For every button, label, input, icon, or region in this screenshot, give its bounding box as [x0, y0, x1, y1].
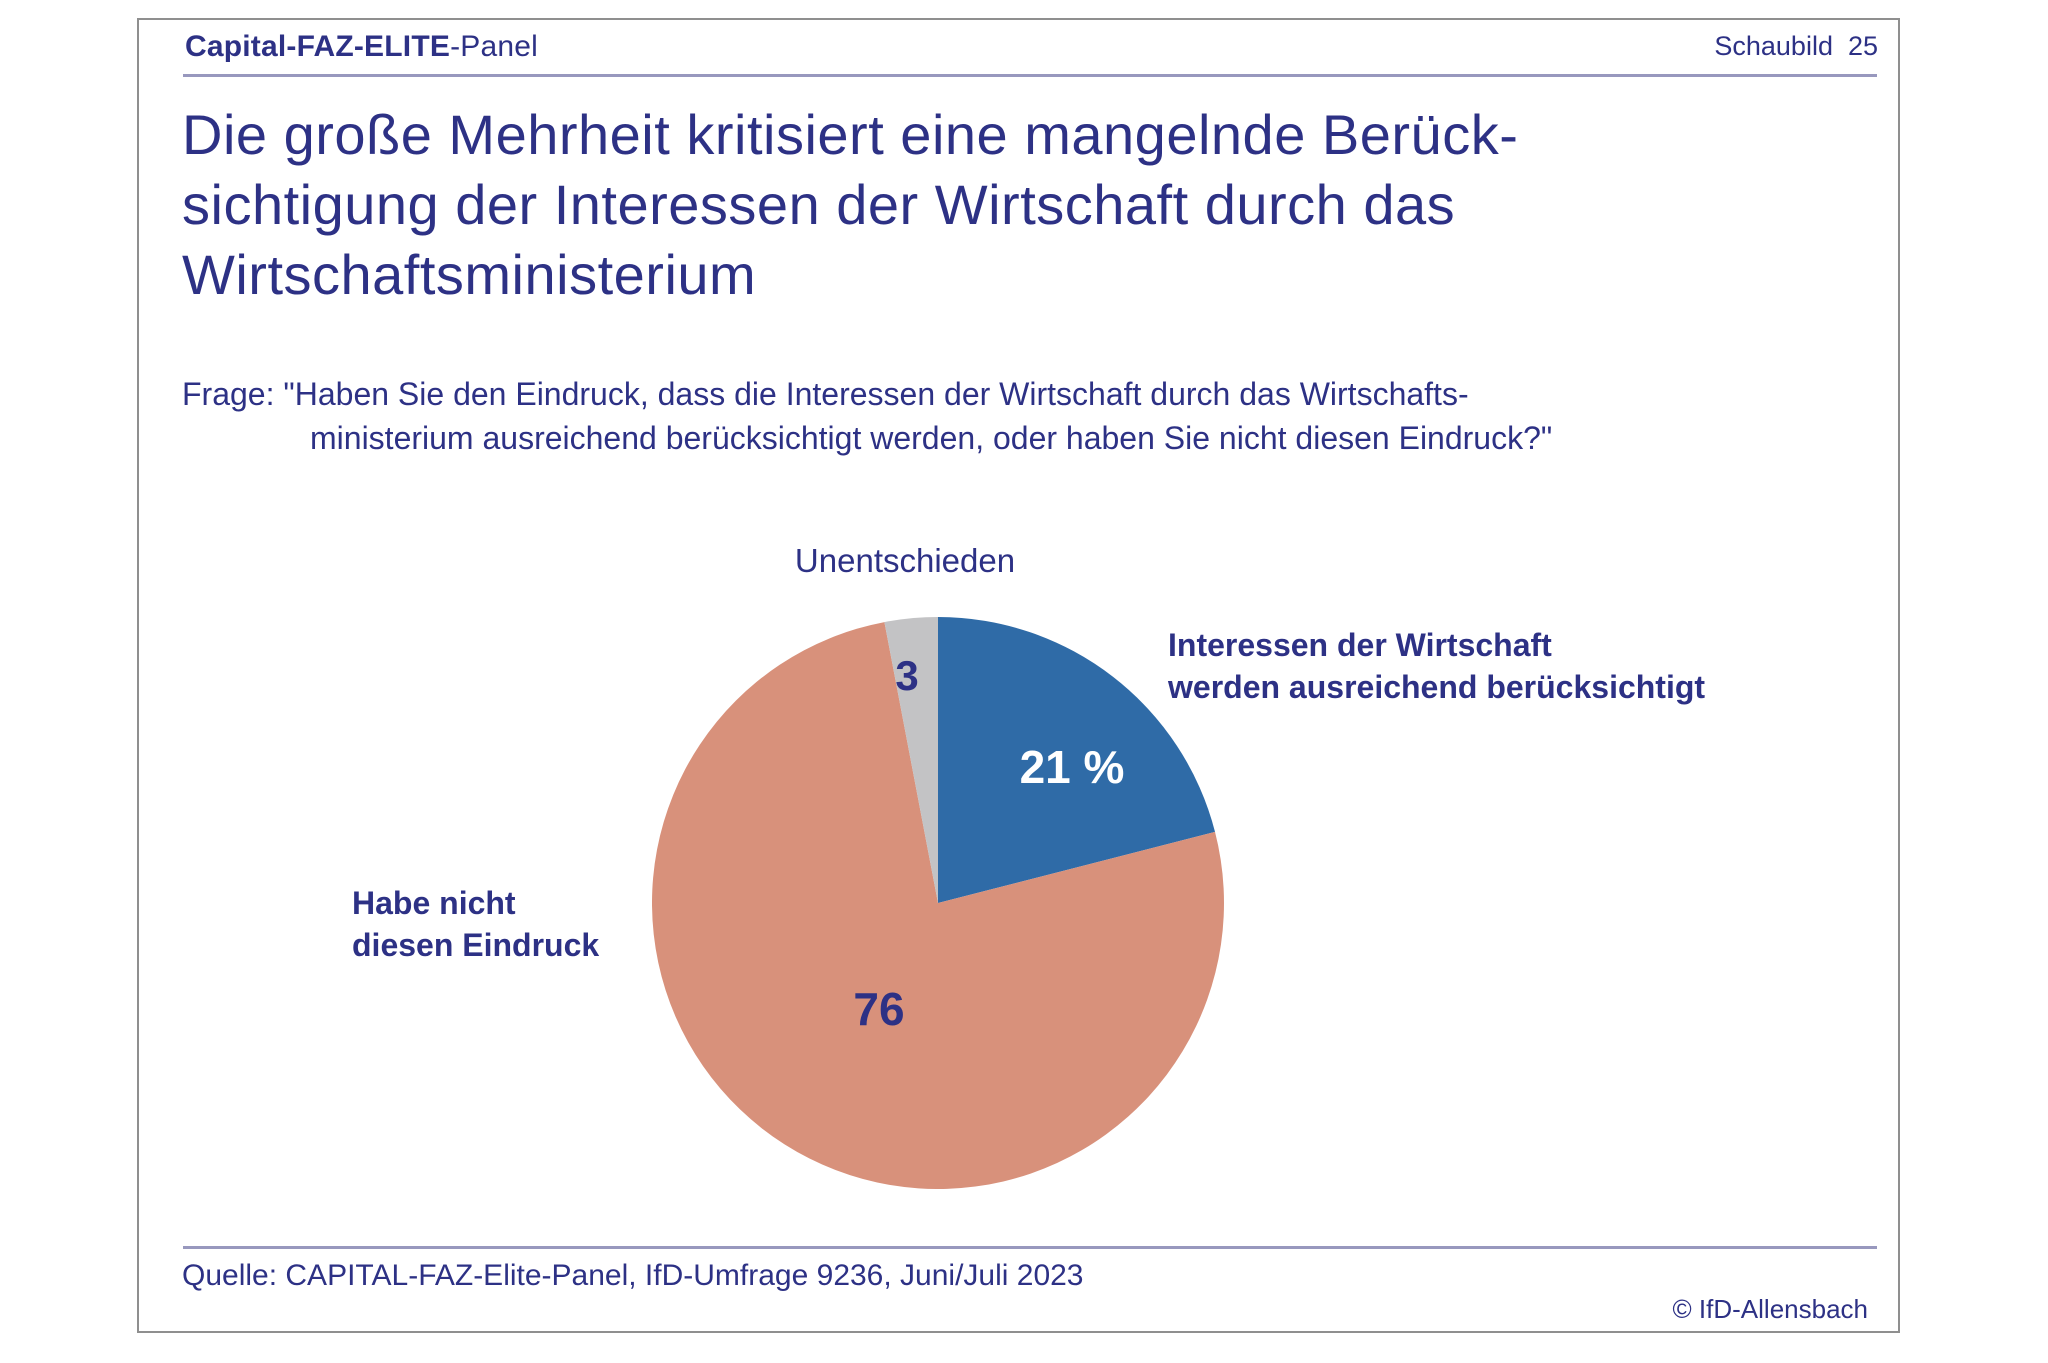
pie-slice-unentschieden	[884, 617, 938, 903]
question-text: Frage: "Haben Sie den Eindruck, dass die…	[182, 372, 1882, 460]
copyright-note: © IfD-Allensbach	[1672, 1294, 1868, 1324]
panel-brand: Capital-FAZ-ELITE-Panel	[185, 30, 538, 64]
source-note: Quelle: CAPITAL-FAZ-Elite-Panel, IfD-Umf…	[182, 1259, 1084, 1292]
panel-brand-regular: -Panel	[450, 30, 538, 63]
panel-brand-bold: Capital-FAZ-ELITE	[185, 30, 451, 63]
pie-value-ausreichend: 21 %	[1019, 741, 1125, 793]
question-line-2: ministerium ausreichend berücksichtigt w…	[310, 420, 1553, 456]
slice-label-ausreichend: Interessen der Wirtschaft werden ausreic…	[1168, 627, 1706, 705]
footer-rule	[183, 1246, 1877, 1249]
slide-number: Schaubild 25	[1714, 31, 1878, 61]
question-line-1: Frage: "Haben Sie den Eindruck, dass die…	[182, 376, 1469, 412]
slice-label-unentschieden: Unentschieden	[794, 542, 1016, 579]
page-title: Die große Mehrheit kritisiert eine mange…	[182, 103, 1519, 306]
slice-label-nicht-diesen-eindruck: Habe nicht diesen Eindruck	[352, 885, 600, 963]
pie-value-unentschieden: 3	[895, 652, 919, 699]
pie-chart	[652, 617, 1224, 1189]
header-rule	[183, 74, 1877, 77]
pie-slice-nicht-diesen-eindruck	[652, 622, 1224, 1189]
pie-value-nicht-diesen-eindruck: 76	[853, 983, 905, 1035]
pie-slice-ausreichend	[938, 617, 1216, 903]
